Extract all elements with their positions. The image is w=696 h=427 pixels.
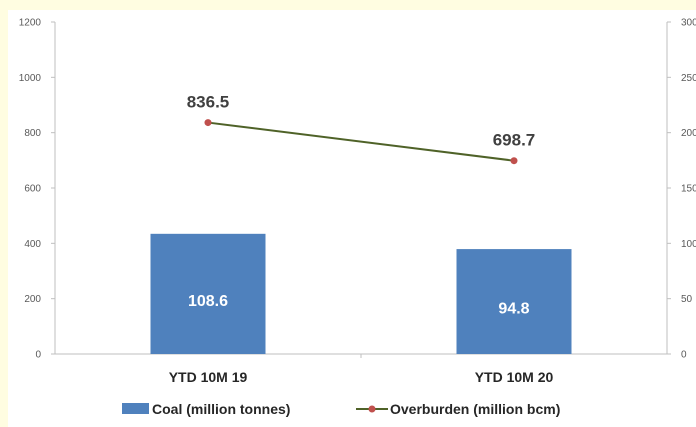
y-right-tick-label: 150 — [681, 184, 696, 195]
y-left-tick-label: 1200 — [19, 18, 42, 29]
legend-swatch-overburden-marker — [368, 405, 376, 413]
y-right-tick-label: 0 — [681, 350, 687, 361]
line-data-label: 836.5 — [187, 93, 230, 112]
y-left-tick-label: 600 — [24, 184, 41, 195]
legend-label-overburden: Overburden (million bcm) — [390, 401, 560, 417]
legend-label-coal: Coal (million tonnes) — [152, 401, 290, 417]
y-left-tick-label: 0 — [35, 350, 41, 361]
y-right-tick-label: 300 — [681, 18, 696, 29]
y-left-tick-label: 400 — [24, 239, 41, 250]
line-marker-overburden — [204, 119, 212, 127]
y-right-tick-label: 50 — [681, 294, 693, 305]
bar-data-label: 108.6 — [188, 293, 228, 310]
y-right-tick-label: 200 — [681, 128, 696, 139]
y-left-tick-label: 200 — [24, 294, 41, 305]
x-category-label: YTD 10M 20 — [475, 369, 554, 385]
bar-coal — [150, 233, 266, 354]
line-marker-overburden — [510, 157, 518, 165]
bar-data-label: 94.8 — [498, 301, 529, 318]
y-left-tick-label: 1000 — [19, 73, 42, 84]
legend-swatch-coal — [122, 403, 149, 414]
chart-panel — [8, 10, 696, 427]
y-right-tick-label: 100 — [681, 239, 696, 250]
line-data-label: 698.7 — [493, 131, 536, 150]
x-category-label: YTD 10M 19 — [169, 369, 248, 385]
bar-coal — [456, 249, 572, 354]
y-right-tick-label: 250 — [681, 73, 696, 84]
line-overburden — [207, 121, 515, 162]
y-left-tick-label: 800 — [24, 128, 41, 139]
